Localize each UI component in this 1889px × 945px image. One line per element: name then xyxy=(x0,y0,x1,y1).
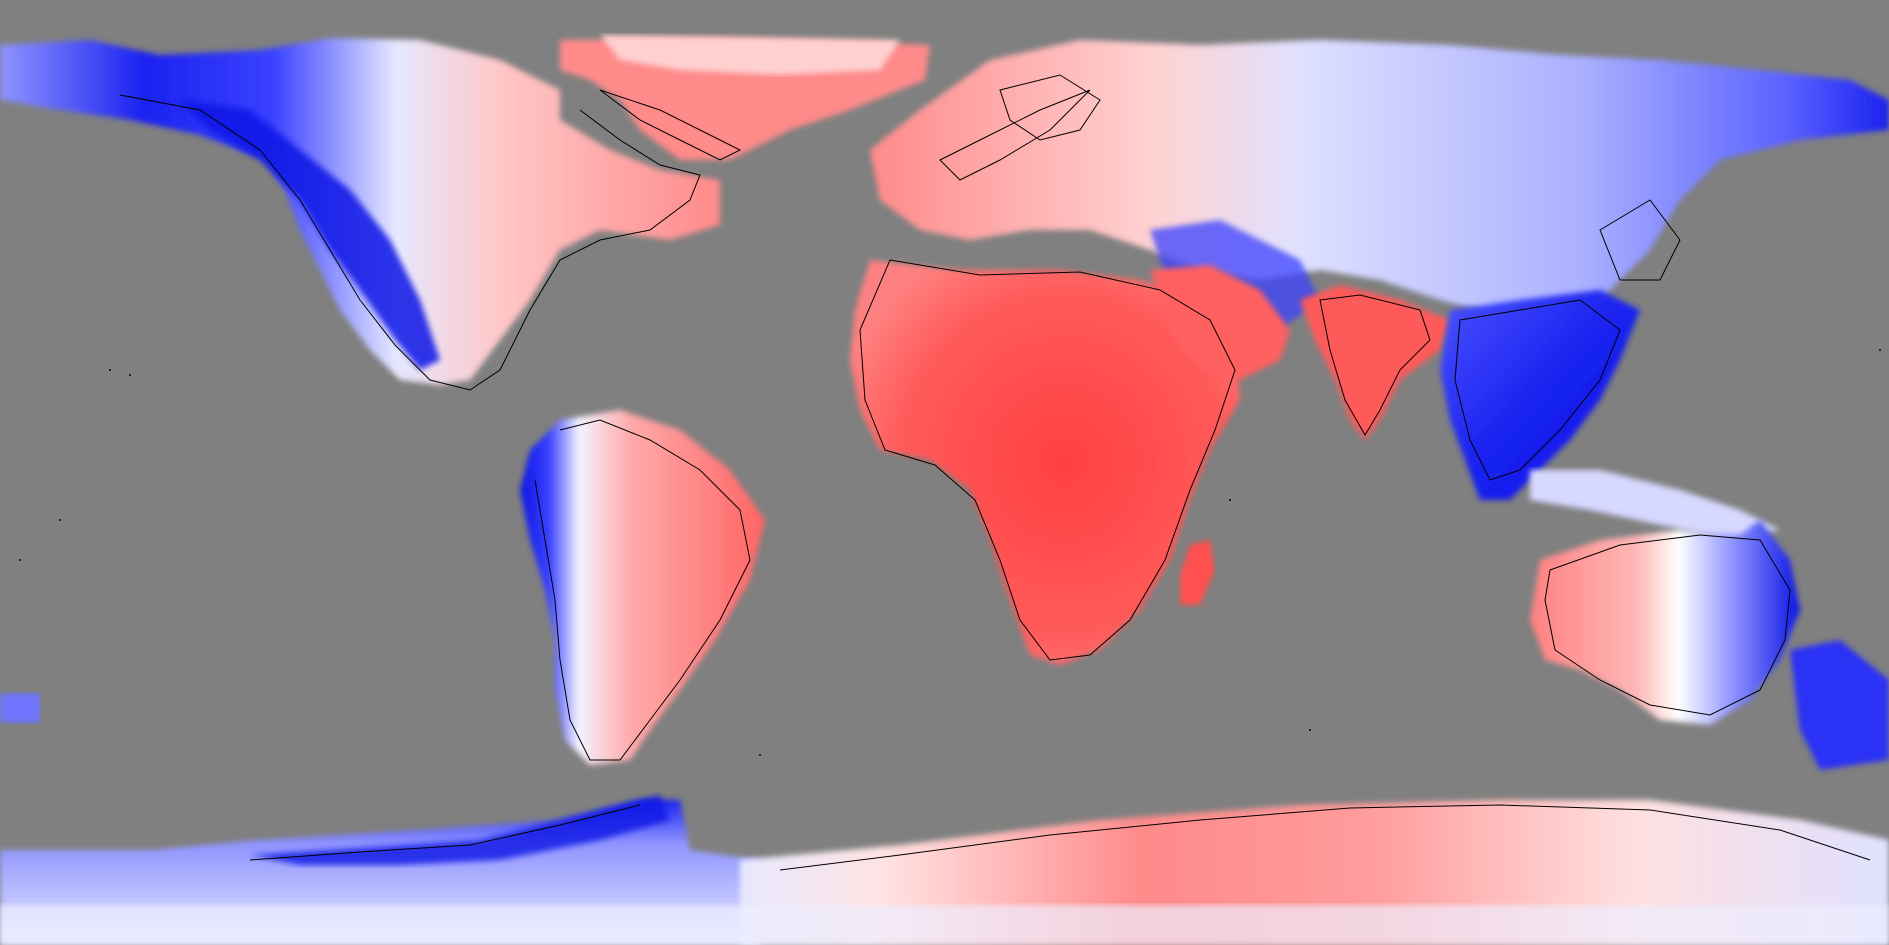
region-south-america xyxy=(520,410,765,765)
region-new-zealand xyxy=(1790,640,1889,770)
island-dots xyxy=(19,349,1881,756)
region-australia xyxy=(1530,520,1800,725)
region-arabia xyxy=(1150,265,1290,380)
region-indonesia xyxy=(1530,470,1780,540)
region-india xyxy=(1300,285,1450,440)
region-greenland-north xyxy=(600,35,900,75)
region-pacific-island xyxy=(0,693,40,723)
region-southeast-asia xyxy=(1440,290,1640,500)
region-antarctica-peninsula xyxy=(250,795,670,865)
region-africa xyxy=(850,260,1240,665)
coastlines xyxy=(119,74,1871,871)
region-na-coast-blue xyxy=(180,100,440,370)
region-madagascar xyxy=(1180,540,1215,605)
region-north-asia xyxy=(870,40,1889,320)
region-antarctica-bottom-white xyxy=(0,905,1889,945)
